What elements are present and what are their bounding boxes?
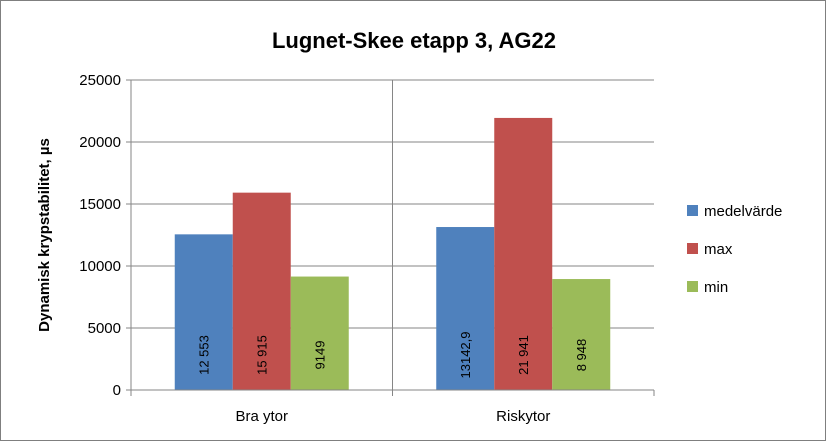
y-tick-label: 5000 [88,320,121,337]
y-axis-title: Dynamisk krypstabilitet, µs [36,138,53,332]
data-label: 13142,9 [458,332,473,379]
bar-max-0 [232,192,291,390]
axes: 0 5000 10000 15000 20000 25000 Bra ytor Riskyto… [79,72,655,425]
bar-min-0 [290,276,349,390]
y-tick-label: 10000 [79,258,121,275]
bar-max-1 [494,117,553,390]
legend-swatch-max [687,243,698,254]
data-label: 21 941 [516,335,531,375]
data-label: 12 553 [196,335,211,375]
data-label: 8 948 [574,339,589,372]
y-tick-label: 20000 [79,134,121,151]
x-category-label: Riskytor [496,408,550,425]
chart-title: Lugnet-Skee etapp 3, AG22 [272,28,556,53]
y-tick-label: 25000 [79,72,121,89]
legend-label: medelvärde [704,203,782,220]
legend-label: min [704,279,728,296]
data-label: 9149 [312,341,327,370]
bar-min-1 [552,279,611,390]
y-tick-label: 15000 [79,196,121,213]
bars: 12 553 15 915 9149 13142,9 21 941 8 948 [174,117,611,390]
legend-label: max [704,241,733,258]
y-tick-label: 0 [113,382,121,399]
data-label: 15 915 [254,335,269,375]
bar-medelvärde-1 [436,227,495,390]
legend-swatch-medelvärde [687,205,698,216]
bar-medelvärde-0 [174,234,233,390]
legend-swatch-min [687,281,698,292]
x-category-label: Bra ytor [235,408,288,425]
legend: medelvärde max min [687,203,782,296]
